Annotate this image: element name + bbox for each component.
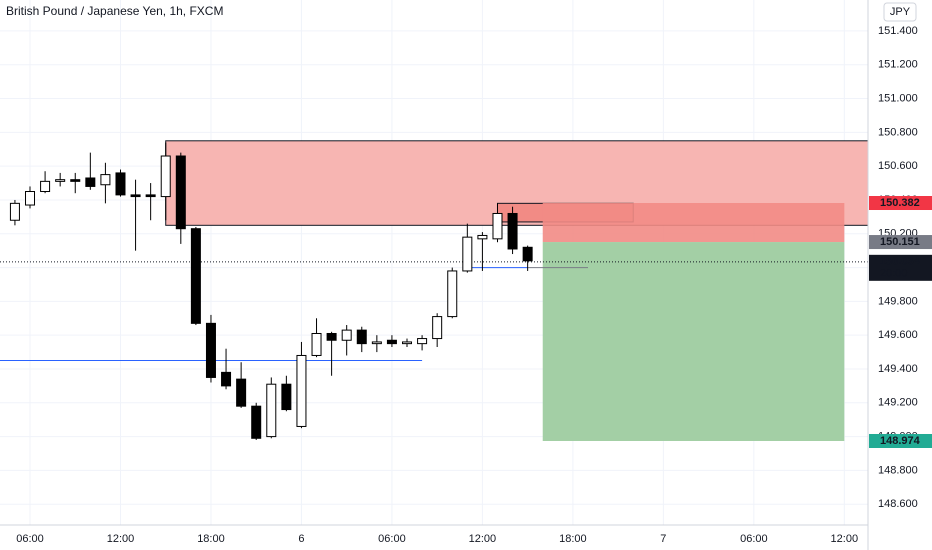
y-tick-label: 151.200 [878, 59, 918, 71]
candle-body [25, 191, 36, 206]
y-tick-label: 150.800 [878, 126, 918, 138]
candle-body [85, 177, 96, 187]
candle-body [281, 383, 292, 411]
candle-body [477, 234, 488, 240]
candle-body [9, 202, 20, 221]
candle-body [311, 332, 322, 356]
y-tick-label: 151.400 [878, 25, 918, 37]
candle-body [341, 329, 352, 341]
x-tick-label: 06:00 [740, 533, 768, 545]
y-tick-label: 151.000 [878, 92, 918, 104]
currency-label[interactable]: JPY [890, 6, 911, 18]
chart-title: British Pound / Japanese Yen, 1h, FXCM [6, 4, 223, 18]
candle-body [55, 179, 66, 182]
candle-body [266, 383, 277, 438]
last-price-label: 150.034 [880, 256, 921, 268]
candle-body [40, 180, 51, 193]
zones [0, 140, 868, 441]
x-tick-label: 12:00 [831, 533, 859, 545]
y-tick-label: 148.600 [878, 498, 918, 510]
y-tick-label: 149.600 [878, 329, 918, 341]
x-tick-label: 18:00 [559, 533, 587, 545]
target-zone [542, 242, 845, 441]
candle-body [462, 236, 473, 272]
candle-body [326, 332, 337, 341]
x-tick-label: 06:00 [16, 533, 44, 545]
x-tick-label: 06:00 [378, 533, 406, 545]
entry-price-label-bg [869, 235, 932, 250]
candle-body [432, 316, 443, 340]
candle-body [115, 172, 126, 196]
candle-body [205, 322, 216, 378]
candle-body [190, 228, 201, 324]
x-tick-label: 12:00 [107, 533, 135, 545]
x-tick-label: 7 [660, 533, 666, 545]
y-tick-label: 149.200 [878, 397, 918, 409]
y-tick-label: 148.800 [878, 464, 918, 476]
candle-body [251, 405, 262, 439]
candle-body [175, 155, 186, 230]
candle-body [296, 354, 307, 427]
target-price-label: 148.974 [880, 435, 921, 447]
candle-body [130, 194, 141, 198]
candles [9, 142, 533, 440]
y-tick-label: 149.800 [878, 295, 918, 307]
x-tick-label: 12:00 [469, 533, 497, 545]
candle-body [160, 155, 171, 198]
candle-body [417, 338, 428, 345]
x-tick-label: 18:00 [197, 533, 225, 545]
candle-body [371, 341, 382, 345]
candle-body [100, 174, 111, 186]
stop-price-label-bg [869, 196, 932, 211]
candle-body [145, 194, 156, 198]
target-price-label-bg [869, 433, 932, 448]
stop-zone [542, 203, 845, 243]
candle-body [447, 270, 458, 318]
candle-body [236, 378, 247, 407]
candle-body [402, 341, 413, 345]
candle-body [386, 339, 397, 345]
candle-body [70, 179, 81, 182]
candle-body [507, 212, 518, 250]
last-price-label-bg [869, 254, 932, 281]
candle-body [522, 246, 533, 262]
y-tick-label: 150.600 [878, 160, 918, 172]
candle-body [492, 212, 503, 240]
stop-price-label: 150.382 [880, 197, 920, 209]
x-tick-label: 6 [298, 533, 304, 545]
candle-body [221, 371, 232, 387]
entry-price-label: 150.151 [880, 236, 920, 248]
currency-badge[interactable] [883, 2, 917, 22]
countdown-label: 20:00 [880, 268, 908, 280]
candle-body [356, 329, 367, 345]
y-tick-label: 149.400 [878, 363, 918, 375]
